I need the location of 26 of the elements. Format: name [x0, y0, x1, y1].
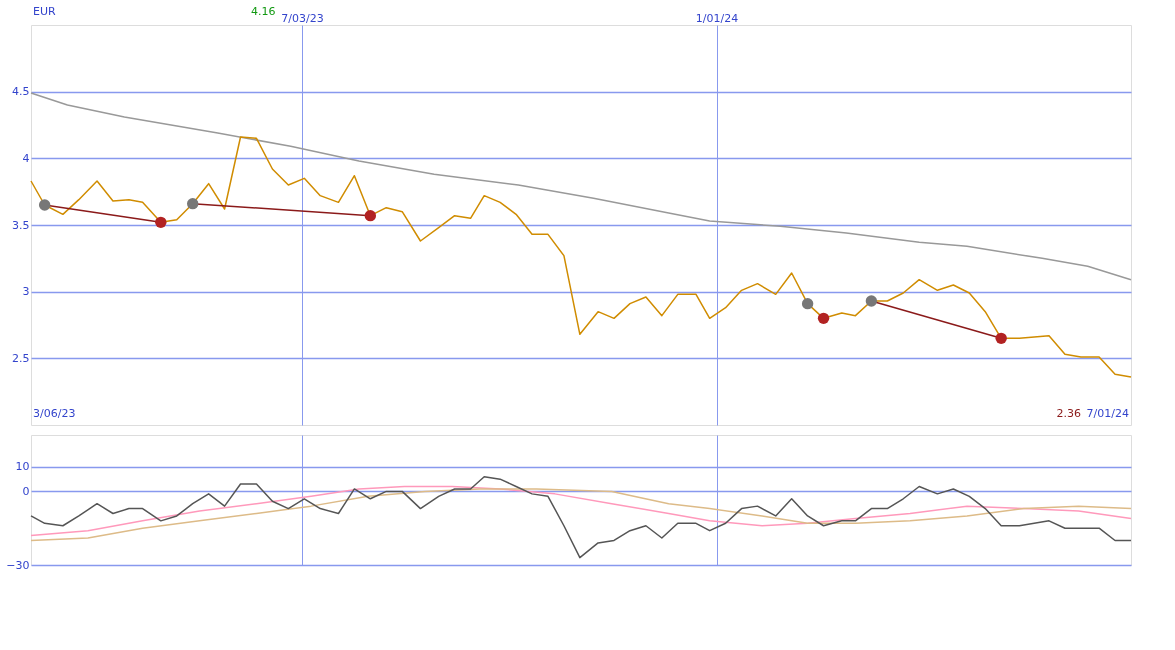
point: [38, 199, 51, 211]
y-tick-label: 2.5: [12, 351, 30, 365]
point: [155, 216, 167, 229]
y-tick-label: 10: [15, 460, 30, 474]
line-series: [30, 92, 1132, 281]
point: [865, 295, 878, 307]
y-tick-label: 0: [22, 484, 30, 498]
line-series: [30, 475, 1132, 559]
y-tick-label: −30: [6, 558, 30, 572]
annotation: 3/06/23: [33, 407, 76, 420]
point: [801, 297, 814, 310]
x-tick-label: 7/03/23: [281, 11, 324, 25]
y-tick-label: 3.5: [12, 218, 30, 232]
y-tick-label: 4.5: [12, 85, 30, 99]
point: [817, 312, 830, 325]
annotation: 2.36: [1056, 407, 1081, 420]
point: [364, 209, 377, 222]
point: [995, 332, 1007, 345]
text: EUR: [33, 5, 56, 18]
y-tick-label: 4: [22, 151, 30, 165]
x-tick-label: 1/01/24: [695, 11, 739, 25]
text: 4.16: [251, 5, 276, 18]
y-tick-label: 3: [22, 285, 30, 299]
line-series: [30, 136, 1132, 378]
point: [187, 197, 199, 210]
annotation: 7/01/24: [1086, 407, 1129, 420]
